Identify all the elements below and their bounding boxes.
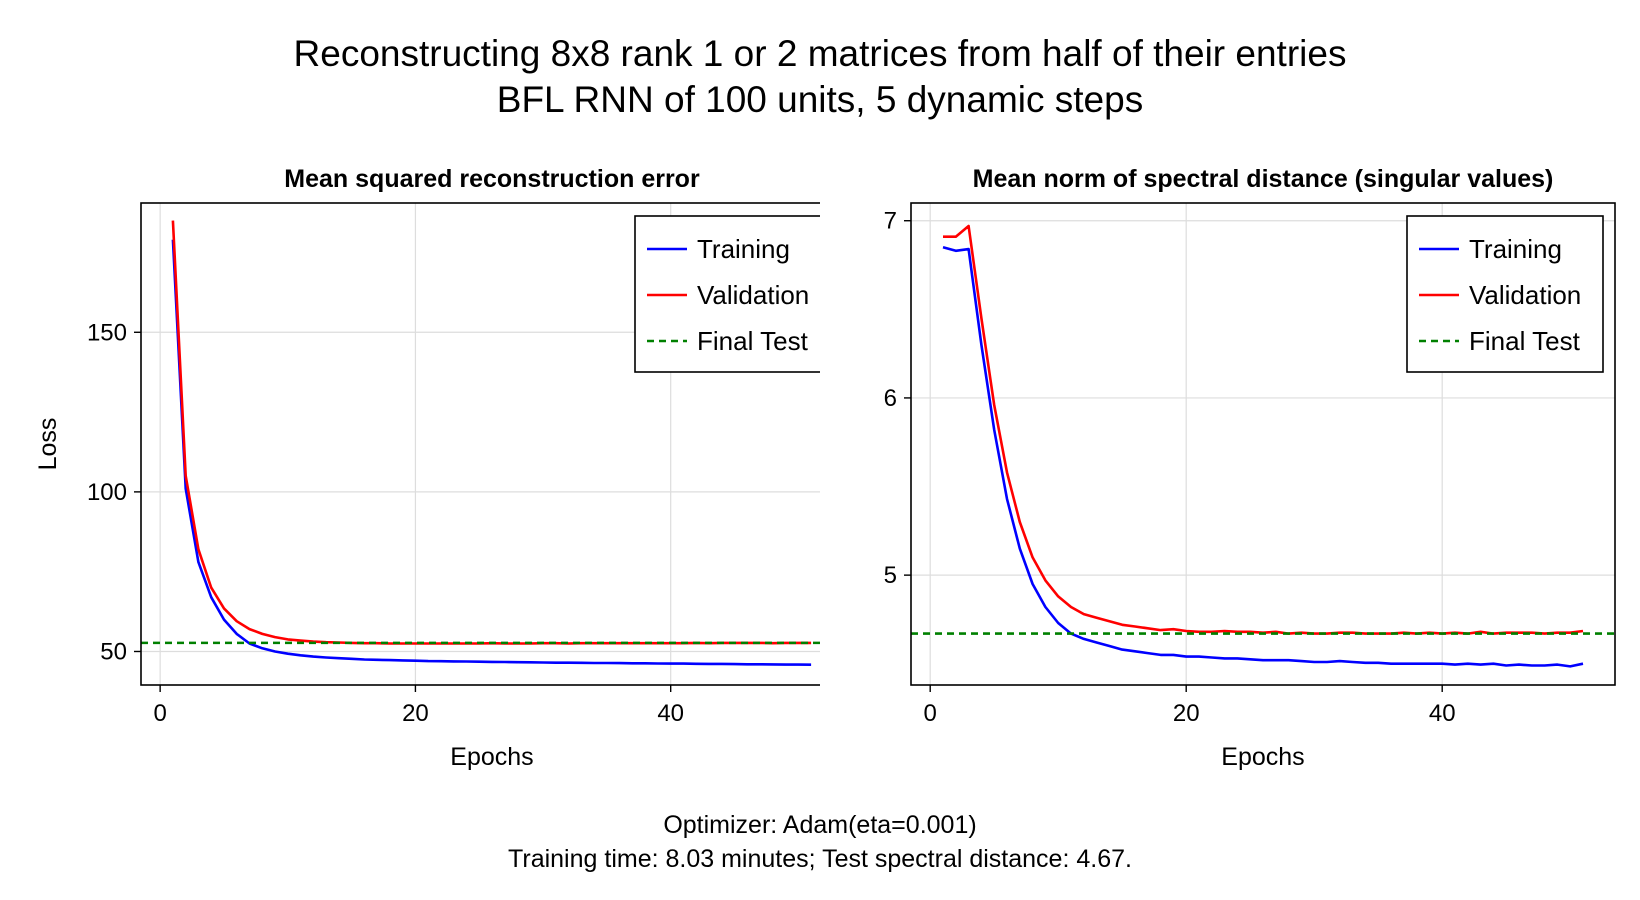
- chart2-xtick-label-2: 40: [1429, 700, 1456, 727]
- chart-spectral-distance: Mean norm of spectral distance (singular…: [884, 165, 1616, 771]
- chart1-legend: Training Validation Final Test: [634, 215, 820, 373]
- figure-title-line2: BFL RNN of 100 units, 5 dynamic steps: [496, 79, 1144, 120]
- chart2-ytick-label-1: 6: [884, 385, 897, 412]
- chart2-xlabel: Epochs: [1221, 743, 1304, 771]
- chart1-xlabel: Epochs: [450, 743, 533, 771]
- chart1-ylabel: Loss: [34, 418, 62, 471]
- chart2-xtick-label-0: 0: [924, 700, 937, 727]
- chart1-ytick-label-1: 100: [87, 479, 127, 506]
- chart1-xtick-label-2: 40: [657, 700, 684, 727]
- chart2-training-line: [942, 246, 1584, 668]
- chart2-legend-label-validation: Validation: [1469, 280, 1581, 310]
- chart2-plot-frame: [910, 202, 1616, 686]
- chart2-xtick-label-1: 20: [1173, 700, 1200, 727]
- chart1-legend-label-validation: Validation: [697, 280, 809, 310]
- chart2-legend: Training Validation Final Test: [1406, 215, 1604, 373]
- chart2-legend-label-final-test: Final Test: [1469, 326, 1581, 356]
- chart1-xtick-label-0: 0: [153, 700, 166, 727]
- footer-training-summary: Training time: 8.03 minutes; Test spectr…: [508, 845, 1132, 873]
- chart1-ytick-label-0: 50: [100, 638, 127, 665]
- chart2-legend-label-training: Training: [1469, 234, 1562, 264]
- chart1-xtick-label-1: 20: [402, 700, 429, 727]
- chart2-title: Mean norm of spectral distance (singular…: [973, 165, 1554, 193]
- chart2-ytick-label-0: 5: [884, 562, 897, 589]
- chart1-legend-label-training: Training: [697, 234, 790, 264]
- chart2-ytick-label-2: 7: [884, 208, 897, 235]
- chart1-legend-label-final-test: Final Test: [697, 326, 809, 356]
- chart-reconstruction-error: Mean squared reconstruction error 0 20 40 50…: [34, 165, 820, 771]
- chart1-training-line: [171, 239, 812, 666]
- footer-optimizer: Optimizer: Adam(eta=0.001): [663, 811, 977, 839]
- chart1-title: Mean squared reconstruction error: [284, 165, 700, 193]
- figure-title-line1: Reconstructing 8x8 rank 1 or 2 matrices …: [293, 33, 1347, 74]
- chart1-plot-frame: [140, 202, 820, 686]
- chart1-ytick-label-2: 150: [87, 319, 127, 346]
